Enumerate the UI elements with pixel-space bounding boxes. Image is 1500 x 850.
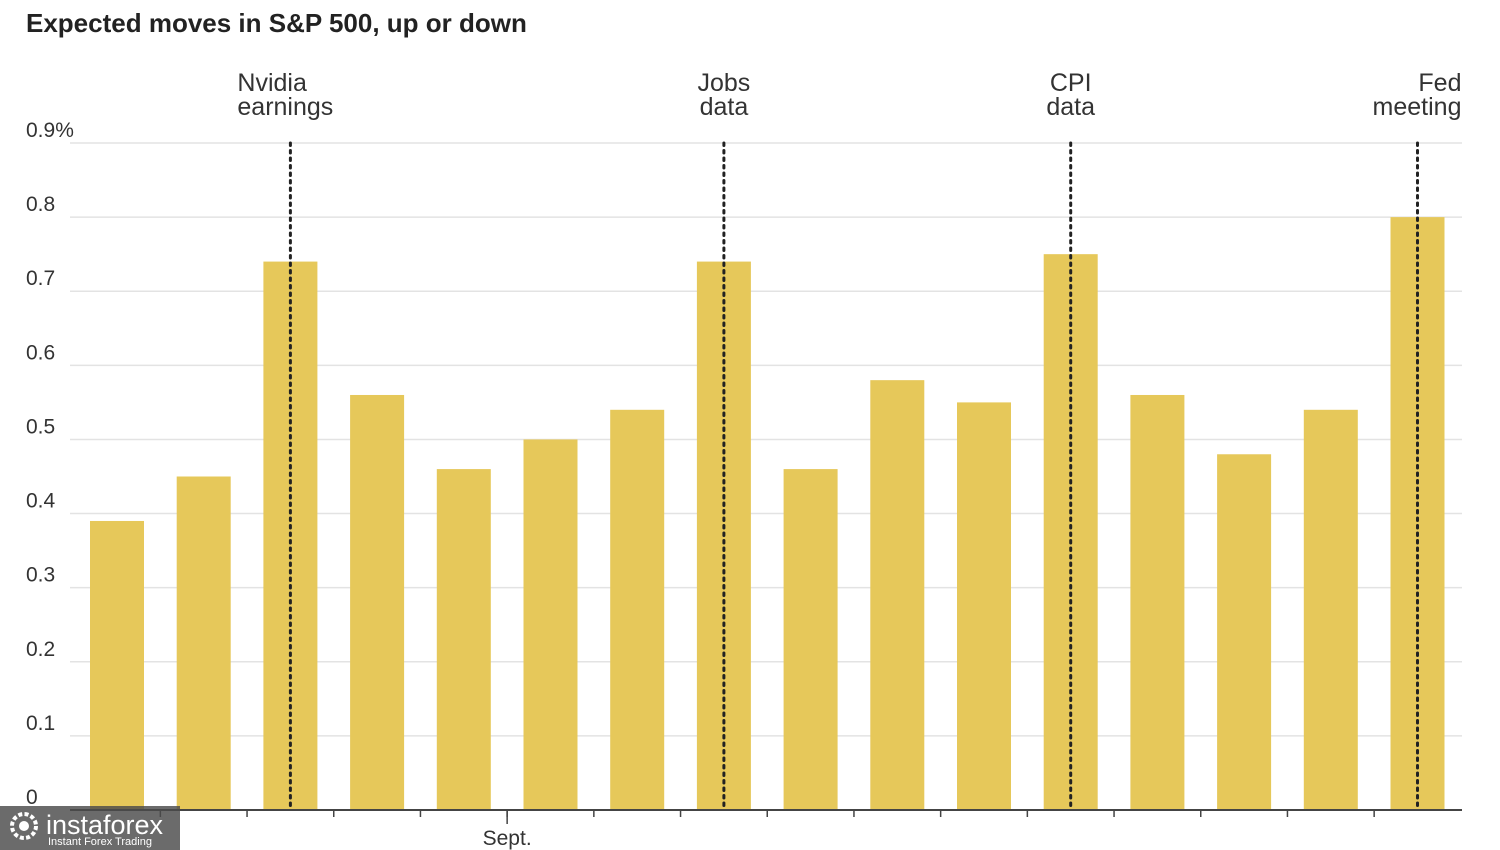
watermark-name: instaforex	[46, 810, 164, 840]
axis-layer: Sept.	[70, 809, 1462, 850]
watermark-tagline: Instant Forex Trading	[48, 836, 152, 848]
bar	[523, 439, 578, 810]
event-label: data	[1046, 93, 1095, 121]
event-label: earnings	[237, 93, 333, 121]
y-tick-label: 0.3	[26, 564, 55, 587]
bar	[1130, 394, 1185, 810]
bar	[90, 520, 144, 810]
bar	[783, 469, 838, 810]
event-label: Jobs	[697, 69, 750, 97]
watermark: instaforex Instant Forex Trading	[0, 806, 180, 850]
bar	[957, 402, 1011, 810]
event-label: meeting	[1373, 93, 1462, 121]
bar	[350, 394, 405, 810]
y-tick-label: 0.9%	[26, 119, 74, 142]
event-label: data	[700, 93, 749, 121]
bar	[1303, 409, 1358, 810]
x-tick-label: Sept.	[483, 827, 532, 850]
watermark-background	[0, 806, 180, 850]
bar	[870, 380, 925, 810]
event-label: CPI	[1050, 69, 1092, 97]
y-tick-label: 0.5	[26, 415, 55, 438]
gear-icon	[10, 812, 38, 840]
y-tick-label: 0.1	[26, 712, 55, 735]
event-label: Nvidia	[237, 69, 307, 97]
event-label: Fed	[1418, 69, 1461, 97]
bar	[436, 469, 491, 810]
y-tick-label: 0.8	[26, 193, 55, 216]
y-tick-label: 0.7	[26, 267, 55, 290]
bar	[610, 409, 665, 810]
y-tick-label: 0.4	[26, 490, 56, 513]
y-tick-label: 0	[26, 786, 38, 809]
y-tick-label: 0.2	[26, 638, 55, 661]
y-tick-label: 0.6	[26, 341, 55, 364]
bar	[176, 476, 231, 810]
chart-title: Expected moves in S&P 500, up or down	[26, 8, 527, 38]
bar	[1217, 454, 1272, 810]
